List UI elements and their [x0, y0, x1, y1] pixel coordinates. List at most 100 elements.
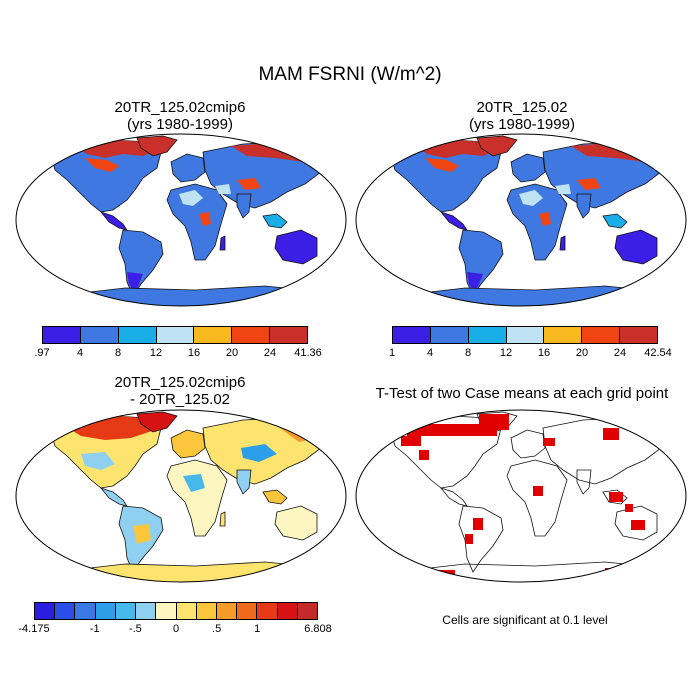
colorbar-swatch [620, 327, 658, 343]
colorbar-swatch [80, 327, 119, 343]
colorbar-swatch [136, 603, 157, 619]
panel-title-case1: 20TR_125.02cmip6 (yrs 1980-1999) [20, 99, 340, 133]
map-case1-madagascar [219, 235, 226, 251]
map-ttest-south-america-outline [458, 505, 504, 573]
map-case2-madagascar [559, 235, 566, 251]
map-diff-frame [15, 409, 347, 583]
colorbar-tick-label: 12 [149, 347, 163, 359]
sig-cells-south-america [465, 534, 473, 544]
colorbar-swatch [506, 327, 545, 343]
colorbar-swatch [118, 327, 157, 343]
map-case2 [355, 133, 687, 307]
map-diff-africa [166, 459, 228, 537]
colorbar-tick-label: -1 [89, 623, 100, 635]
panel-title-case1-line1: 20TR_125.02cmip6 [114, 99, 246, 116]
colorbar-swatch [468, 327, 507, 343]
map-diff-africa-cool [183, 474, 205, 492]
sig-cells-europe [543, 438, 555, 446]
map-case1-middle-east-light [215, 184, 231, 194]
colorbar-swatch [430, 327, 469, 343]
colorbar-swatch [237, 603, 258, 619]
colorbar-swatch [196, 603, 217, 619]
colorbar-tick-label: -.5 [128, 623, 142, 635]
colorbar-swatch [297, 603, 318, 619]
colorbar-tick-label: 16 [187, 347, 201, 359]
colorbar-swatch [393, 327, 431, 343]
map-diff [15, 409, 347, 583]
map-case1-canada-orange [85, 158, 119, 172]
colorbar-swatch [95, 603, 116, 619]
map-ttest [355, 409, 687, 583]
colorbar-tick-label: 41.36 [294, 347, 322, 359]
map-diff-madagascar [219, 511, 226, 527]
significance-note: Cells are significant at 0.1 level [442, 613, 608, 627]
sig-cells-amazon [473, 518, 483, 530]
panel-title-ttest-line1: T-Test of two Case means at each grid po… [375, 385, 669, 402]
colorbar-swatch [55, 603, 76, 619]
map-case2-antarctica [356, 285, 686, 306]
panel-title-diff: 20TR_125.02cmip6 - 20TR_125.02 [20, 374, 340, 408]
map-diff-maritime [262, 489, 288, 505]
colorbar-tick-label: 4 [426, 347, 434, 359]
map-diff-asia-cool [241, 444, 277, 462]
panel-title-diff-line2: - 20TR_125.02 [129, 391, 231, 408]
map-case1-greenland [136, 135, 178, 157]
colorbar-swatch [176, 603, 197, 619]
sig-cells-greenland [479, 414, 509, 430]
colorbar-swatch [216, 603, 238, 619]
sig-cells-australia [631, 520, 645, 530]
map-case1-tibet-warm [237, 178, 261, 190]
map-case2-australia [614, 229, 658, 265]
map-diff-antarctica [16, 561, 346, 582]
map-case2-india [576, 193, 592, 219]
colorbar-swatch [544, 327, 583, 343]
sig-cells-africa [533, 486, 543, 496]
panel-title-diff-line1: 20TR_125.02cmip6 [114, 374, 246, 391]
map-case2-frame [355, 133, 687, 307]
colorbar-swatch [277, 603, 298, 619]
map-case1-maritime [262, 213, 288, 229]
colorbar-swatch [35, 603, 56, 619]
map-ttest-australia-outline [614, 505, 658, 541]
colorbar-swatch [582, 327, 621, 343]
colorbar-tick-label: 0 [172, 623, 180, 635]
map-ttest-africa-outline [506, 459, 568, 537]
colorbar-tick-label: .97 [34, 347, 50, 359]
colorbar-tick-label: 20 [225, 347, 239, 359]
sig-cells-siberia [603, 428, 619, 440]
colorbar-tick-label: 1 [254, 623, 261, 635]
colorbar-diff [34, 602, 318, 620]
panel-title-case1-line2: (yrs 1980-1999) [127, 116, 233, 133]
map-ttest-maritime-outline [602, 489, 628, 505]
map-case1-antarctica [16, 285, 346, 306]
panel-title-ttest: T-Test of two Case means at each grid po… [352, 385, 692, 402]
colorbar-tick-label: .5 [212, 623, 222, 635]
map-diff-south-america-warm [133, 524, 151, 544]
colorbar-tick-label: 16 [537, 347, 551, 359]
colorbar-case2 [392, 326, 658, 344]
sig-cells-new-guinea [625, 504, 633, 512]
panel-title-case2-line2: (yrs 1980-1999) [469, 116, 575, 133]
colorbar-swatch [156, 327, 195, 343]
map-case2-greenland [476, 135, 518, 157]
sig-cells-maritime [609, 492, 623, 502]
map-case1-south-america-south [127, 272, 143, 294]
map-ttest-ocean [356, 410, 686, 582]
colorbar-tick-label: -4.175 [18, 623, 50, 635]
colorbar-swatch [232, 327, 271, 343]
colorbar-tick-label: 42.54 [644, 347, 672, 359]
map-case1-australia [274, 229, 318, 265]
figure-title: MAM FSRNI (W/m^2) [258, 64, 442, 85]
sig-cells-alaska [401, 436, 421, 446]
map-case1-sahara-light [179, 190, 203, 206]
map-case1-india [236, 193, 252, 219]
sig-cells-us [419, 450, 429, 460]
colorbar-swatch [43, 327, 81, 343]
colorbar-tick-label: 20 [575, 347, 589, 359]
colorbar-swatch [257, 603, 278, 619]
colorbar-tick-label: 24 [263, 347, 277, 359]
colorbar-swatch [270, 327, 308, 343]
map-ttest-frame [355, 409, 687, 583]
colorbar-swatch [156, 603, 177, 619]
